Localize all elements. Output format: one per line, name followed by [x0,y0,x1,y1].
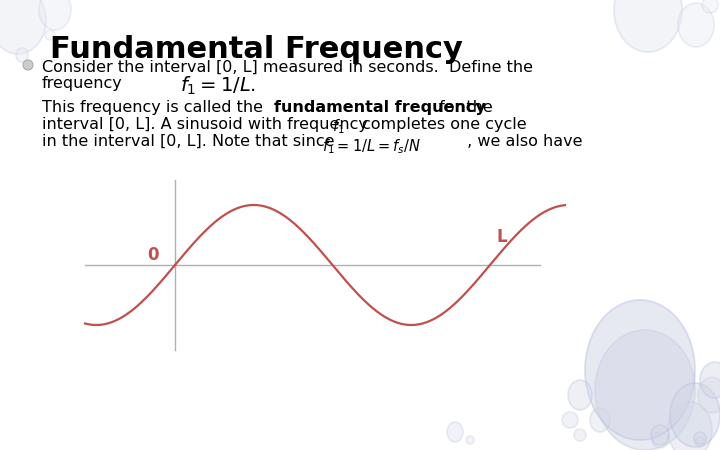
Text: in the interval [0, L]. Note that since: in the interval [0, L]. Note that since [42,134,335,149]
Ellipse shape [466,436,474,444]
Ellipse shape [678,3,714,47]
Text: L: L [497,228,508,246]
Text: $\mathit{f}_1$: $\mathit{f}_1$ [332,117,345,136]
Ellipse shape [695,437,705,447]
Text: , we also have: , we also have [462,134,582,149]
Ellipse shape [702,0,718,13]
Ellipse shape [590,408,610,432]
Text: frequency: frequency [42,76,122,91]
Text: Consider the interval [0, L] measured in seconds.  Define the: Consider the interval [0, L] measured in… [42,60,533,75]
Text: completes one cycle: completes one cycle [362,117,526,132]
Ellipse shape [39,0,71,30]
Ellipse shape [574,429,586,441]
Ellipse shape [595,330,695,450]
Text: $\mathit{f}_1 = 1/L = \mathit{f}_s/N$: $\mathit{f}_1 = 1/L = \mathit{f}_s/N$ [322,137,420,156]
Ellipse shape [447,422,463,442]
Ellipse shape [670,383,720,447]
Ellipse shape [651,425,669,445]
Ellipse shape [16,48,28,62]
Ellipse shape [698,377,720,413]
Ellipse shape [0,0,46,54]
Ellipse shape [614,0,682,52]
Text: fundamental frequency: fundamental frequency [274,100,486,115]
Text: This frequency is called the: This frequency is called the [42,100,268,115]
Ellipse shape [45,30,55,40]
Ellipse shape [568,380,592,410]
Ellipse shape [694,432,706,444]
Text: interval [0, L]. A sinusoid with frequency: interval [0, L]. A sinusoid with frequen… [42,117,368,132]
Ellipse shape [668,402,712,450]
Text: 0: 0 [148,246,158,264]
Ellipse shape [700,362,720,398]
Circle shape [23,60,33,70]
Ellipse shape [652,432,668,448]
Ellipse shape [585,300,695,440]
Ellipse shape [562,412,578,428]
Text: $\mathit{f}_1 = 1/L.$: $\mathit{f}_1 = 1/L.$ [180,75,256,97]
Text: Fundamental Frequency: Fundamental Frequency [50,35,463,64]
Text: for the: for the [434,100,492,115]
